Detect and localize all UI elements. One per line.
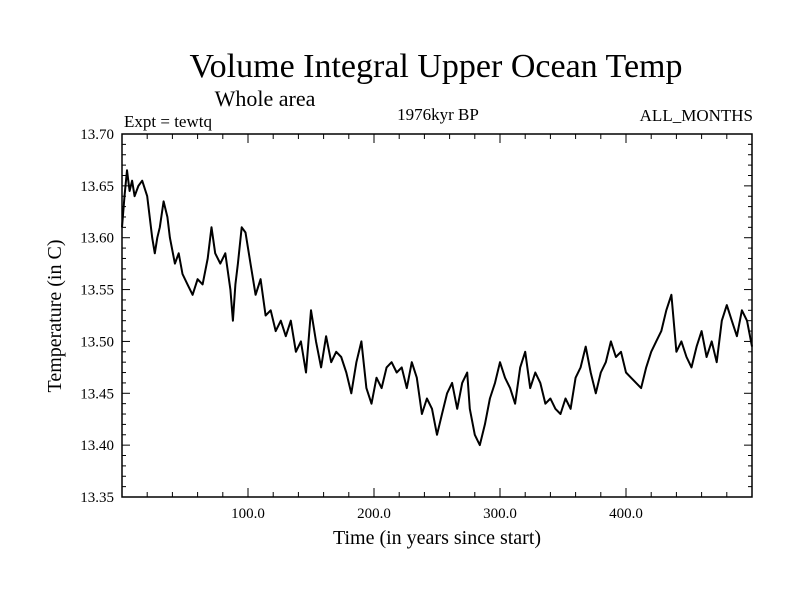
y-tick-label: 13.35 (80, 490, 114, 506)
period-label: 1976kyr BP (397, 105, 479, 124)
x-axis-label: Time (in years since start) (333, 527, 541, 549)
x-tick-label: 300.0 (483, 506, 517, 522)
y-tick-label: 13.60 (80, 231, 114, 247)
x-tick-label: 100.0 (231, 506, 265, 522)
plot-frame (121, 133, 753, 498)
y-tick-label: 13.55 (80, 283, 114, 299)
chart-subtitle: Whole area (215, 86, 316, 111)
x-axis-ticks: 100.0 200.0 300.0 400.0 (146, 134, 728, 522)
y-tick-label: 13.45 (80, 386, 114, 402)
y-tick-label: 13.50 (80, 334, 114, 350)
y-axis-label: Temperature (in C) (44, 240, 66, 393)
experiment-label: Expt = tewtq (124, 112, 212, 131)
months-label: ALL_MONTHS (640, 106, 753, 125)
y-tick-label: 13.40 (80, 438, 114, 454)
y-tick-label: 13.65 (80, 179, 114, 195)
y-tick-label: 13.70 (80, 127, 114, 143)
chart-title: Volume Integral Upper Ocean Temp (190, 48, 683, 85)
x-tick-label: 200.0 (357, 506, 391, 522)
series-line (121, 169, 753, 447)
y-axis-ticks: 13.35 13.40 13.45 13.50 13.55 13.60 13.65 13.70 (80, 127, 752, 506)
x-tick-label: 400.0 (609, 506, 643, 522)
